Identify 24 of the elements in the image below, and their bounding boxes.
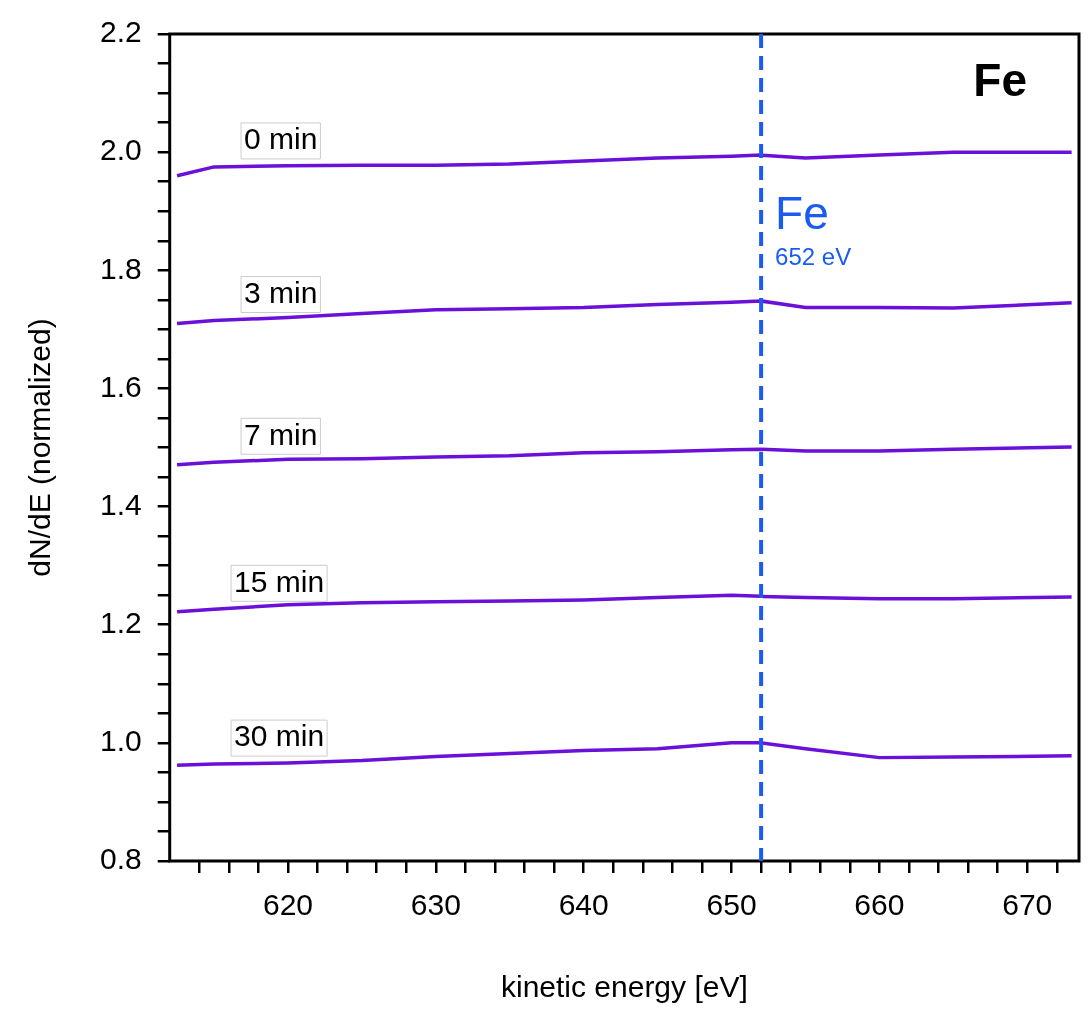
x-tick-label: 620 xyxy=(262,888,314,922)
series-label: 15 min xyxy=(234,564,325,598)
y-tick-label: 1.4 xyxy=(99,487,142,521)
chart-title: Fe xyxy=(973,53,1027,106)
y-tick-label: 1.8 xyxy=(99,251,142,285)
y-tick-label: 1.2 xyxy=(99,605,142,639)
x-tick-label: 630 xyxy=(410,888,461,922)
y-tick-label: 2.0 xyxy=(99,133,142,167)
x-tick-label: 650 xyxy=(706,888,757,922)
x-tick-label: 670 xyxy=(1002,888,1053,922)
annotation: 652 eV xyxy=(775,243,852,271)
x-tick-label: 640 xyxy=(558,888,609,922)
series-label: 3 min xyxy=(244,275,318,309)
ref-line-label: Fe xyxy=(775,186,829,239)
x-axis-title: kinetic energy [eV] xyxy=(500,970,748,1004)
y-tick-label: 1.0 xyxy=(99,724,142,758)
y-tick-label: 0.8 xyxy=(99,842,142,876)
series-label: 30 min xyxy=(234,719,325,753)
y-axis-title: dN/dE (normalized) xyxy=(23,318,57,577)
y-tick-label: 2.2 xyxy=(99,15,142,49)
series-label: 7 min xyxy=(244,417,318,451)
x-tick-label: 660 xyxy=(854,888,905,922)
series-label: 0 min xyxy=(244,122,318,156)
y-tick-label: 1.6 xyxy=(99,369,142,403)
